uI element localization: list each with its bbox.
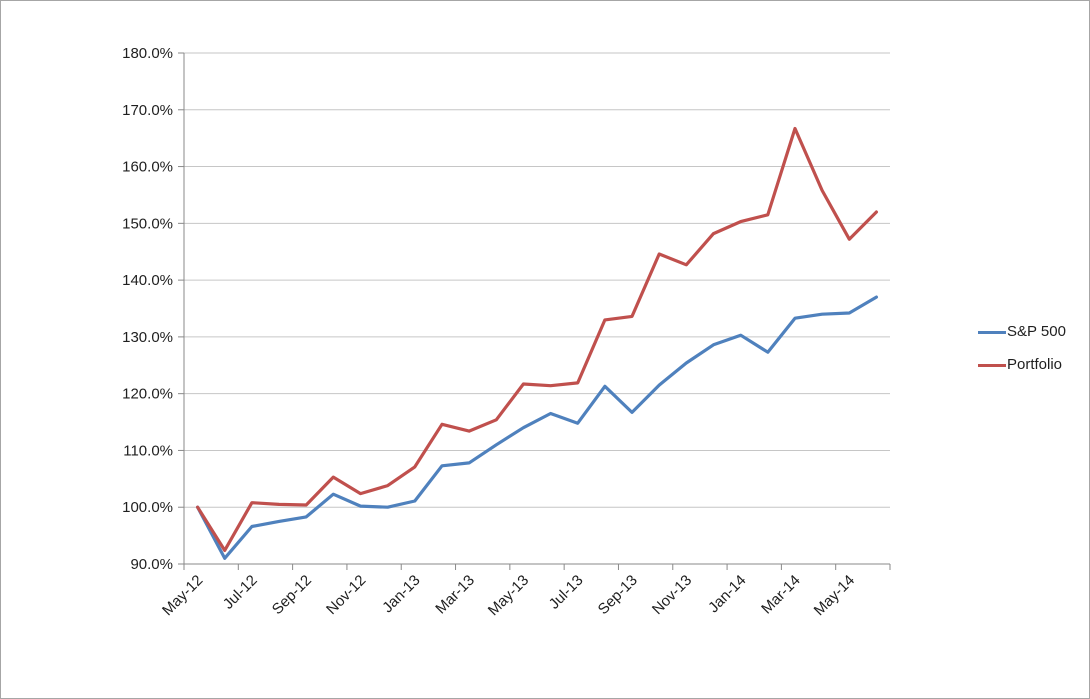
x-axis-label: Jan-13 bbox=[379, 572, 423, 616]
y-axis-label: 140.0% bbox=[122, 272, 173, 289]
legend: S&P 500 Portfolio bbox=[978, 322, 1066, 375]
series-line-portfolio[interactable] bbox=[196, 126, 879, 553]
x-axis-label: Nov-13 bbox=[649, 572, 695, 618]
x-axis-label: Sep-12 bbox=[269, 572, 315, 618]
series-line-sp500[interactable] bbox=[196, 295, 879, 560]
y-axis-label: 160.0% bbox=[122, 159, 173, 176]
x-axis-label: Sep-13 bbox=[595, 572, 641, 618]
x-axis-label: Mar-13 bbox=[432, 572, 478, 618]
x-axis-label: Jan-14 bbox=[705, 572, 749, 616]
y-axis-label: 180.0% bbox=[122, 45, 173, 62]
y-axis-label: 120.0% bbox=[122, 386, 173, 403]
x-axis-label: May-12 bbox=[159, 572, 206, 619]
x-axis-label: Jul-13 bbox=[546, 572, 587, 613]
x-axis-label: Nov-12 bbox=[323, 572, 369, 618]
x-axis-label: Jul-12 bbox=[220, 572, 261, 613]
y-axis-label: 110.0% bbox=[123, 442, 173, 459]
legend-item-portfolio[interactable]: Portfolio bbox=[978, 355, 1066, 375]
y-axis-label: 90.0% bbox=[130, 556, 173, 573]
x-axis-label: May-13 bbox=[485, 572, 532, 619]
x-axis-label: May-14 bbox=[811, 572, 858, 619]
legend-label-portfolio: Portfolio bbox=[1007, 356, 1063, 373]
y-axis-label: 130.0% bbox=[122, 329, 173, 346]
y-axis-label: 100.0% bbox=[122, 499, 173, 516]
legend-item-sp500[interactable]: S&P 500 bbox=[978, 322, 1066, 342]
y-axis-label: 150.0% bbox=[122, 215, 173, 232]
legend-label-sp500: S&P 500 bbox=[1007, 323, 1066, 340]
y-axis-label: 170.0% bbox=[122, 102, 173, 119]
x-axis-label: Mar-14 bbox=[758, 572, 804, 618]
legend-line-sample-portfolio bbox=[978, 363, 1006, 367]
legend-line-sample-sp500 bbox=[978, 330, 1006, 334]
